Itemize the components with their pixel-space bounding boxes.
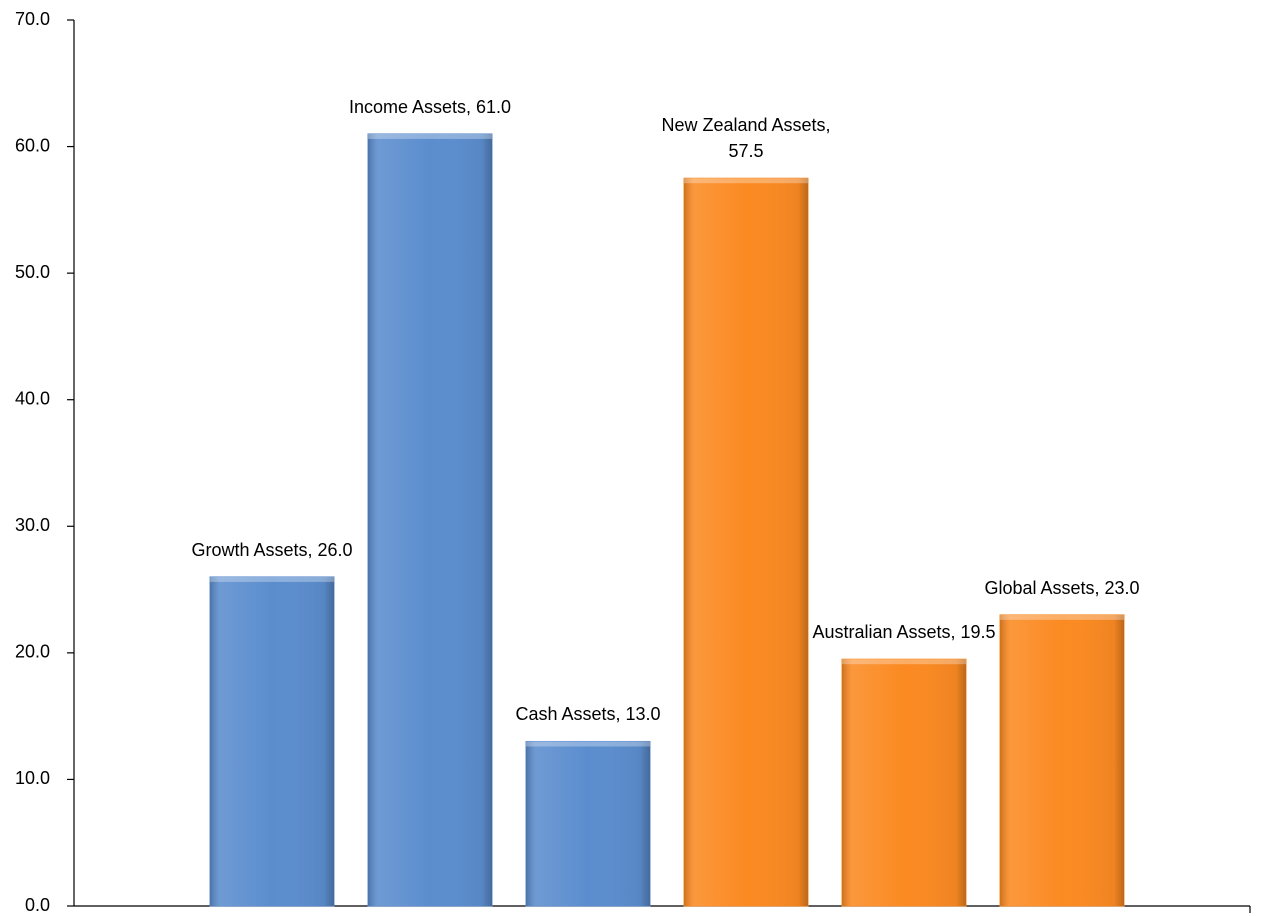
bar-shade — [842, 659, 966, 906]
y-tick-label: 30.0 — [15, 515, 50, 535]
y-tick-label: 70.0 — [15, 9, 50, 29]
bar-shade — [368, 133, 492, 906]
y-tick-label: 10.0 — [15, 768, 50, 788]
bar-shade — [526, 741, 650, 906]
data-label: Cash Assets, 13.0 — [515, 704, 661, 725]
bar-cap — [842, 659, 966, 665]
bar-cap — [526, 741, 650, 747]
bar-cap — [210, 576, 334, 582]
data-label: Growth Assets, 26.0 — [191, 539, 353, 560]
y-tick-label: 50.0 — [15, 262, 50, 282]
bar-shade — [210, 576, 334, 906]
data-label: Australian Assets, 19.5 — [812, 622, 996, 643]
bar-cap — [684, 178, 808, 184]
y-tick-label: 40.0 — [15, 388, 50, 408]
bar-cap — [1000, 614, 1124, 620]
bar-cap — [368, 133, 492, 139]
data-label: New Zealand Assets, 57.5 — [661, 115, 831, 162]
y-tick-label: 0.0 — [25, 895, 50, 915]
data-label: Global Assets, 23.0 — [984, 577, 1140, 598]
bar-shade — [1000, 614, 1124, 906]
y-tick-label: 20.0 — [15, 642, 50, 662]
data-label: Income Assets, 61.0 — [348, 96, 512, 117]
y-tick-label: 60.0 — [15, 135, 50, 155]
bar-shade — [684, 178, 808, 906]
